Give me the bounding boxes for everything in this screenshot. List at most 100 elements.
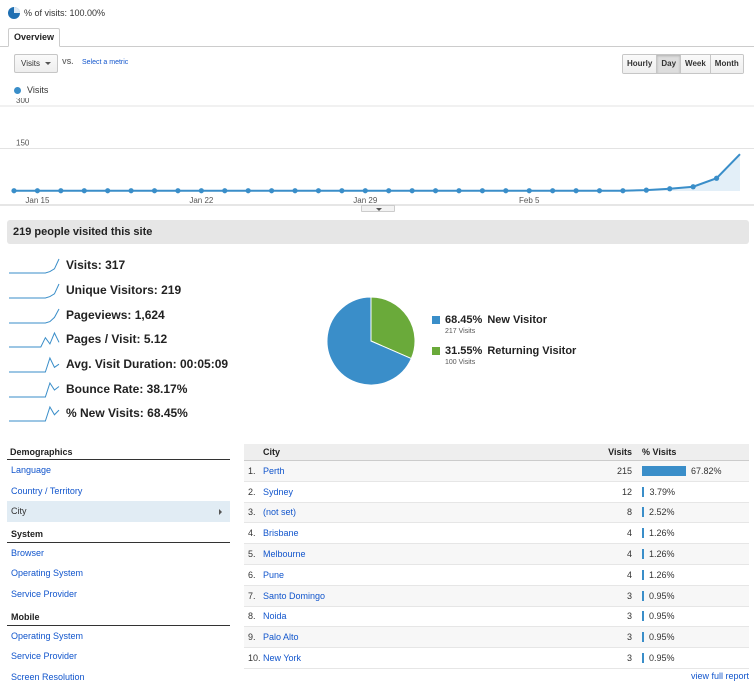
metric-label: % New Visits: 68.45% xyxy=(66,406,188,421)
metric-row-avg-visit-duration[interactable]: Avg. Visit Duration: 00:05:09 xyxy=(8,352,308,377)
period-selector: Hourly Day Week Month xyxy=(622,54,744,74)
period-week-button[interactable]: Week xyxy=(680,55,710,73)
table-row: 1. Perth 215 67.82% xyxy=(244,461,749,482)
period-hourly-button[interactable]: Hourly xyxy=(623,55,657,73)
data-point xyxy=(503,188,509,194)
nav-mobile-operating-system[interactable]: Operating System xyxy=(11,630,84,641)
data-point xyxy=(479,188,485,194)
nav-operating-system[interactable]: Operating System xyxy=(11,568,84,579)
data-point xyxy=(175,188,181,194)
row-pct: 0.95% xyxy=(632,590,675,601)
header-pct-visits[interactable]: % Visits xyxy=(642,447,677,457)
table-row: 6. Pune 4 1.26% xyxy=(244,565,749,586)
pct-value: 2.52% xyxy=(649,507,675,518)
row-pct: 1.26% xyxy=(632,528,675,539)
city-link[interactable]: Melbourne xyxy=(263,549,306,560)
row-rank: 1. xyxy=(248,465,256,476)
sparkline-path xyxy=(9,406,60,422)
table-row: 3. (not set) 8 2.52% xyxy=(244,502,749,524)
sparkline xyxy=(9,381,60,398)
city-link[interactable]: New York xyxy=(263,653,302,664)
legend-swatch xyxy=(432,347,440,355)
pct-bar xyxy=(642,632,644,643)
metric-dropdown-label: Visits xyxy=(21,59,40,68)
metric-row-visits[interactable]: Visits: 317 xyxy=(8,253,308,278)
pie-slice xyxy=(326,296,412,386)
city-link[interactable]: Noida xyxy=(263,611,287,622)
row-visits: 3 xyxy=(626,611,632,622)
chart-legend: Visits xyxy=(14,85,48,95)
data-point xyxy=(409,188,415,194)
period-day-button[interactable]: Day xyxy=(656,55,681,73)
row-pct: 1.26% xyxy=(632,569,675,580)
tab-overview[interactable]: Overview xyxy=(8,28,61,47)
metric-label: Bounce Rate: 38.17% xyxy=(66,381,188,396)
period-month-button[interactable]: Month xyxy=(709,55,743,73)
metric-row-pageviews[interactable]: Pageviews: 1,624 xyxy=(8,302,308,327)
header-city[interactable]: City xyxy=(263,447,281,457)
pie-label: New Visitor xyxy=(487,314,548,326)
metric-label: Pages / Visit: 5.12 xyxy=(66,332,168,347)
nav-mobile-service-provider[interactable]: Service Provider xyxy=(11,651,78,662)
city-link[interactable]: (not set) xyxy=(263,507,297,518)
table-row: 9. Palo Alto 3 0.95% xyxy=(244,627,749,649)
pct-bar xyxy=(642,528,644,539)
pie-legend-returning-visitor[interactable]: 31.55% Returning Visitor 100 Visits xyxy=(432,345,576,366)
nav-service-provider[interactable]: Service Provider xyxy=(11,589,78,600)
data-point xyxy=(690,184,696,190)
visits-chart[interactable]: 150 300 Jan 15 Jan 22 Jan 29 Feb 5 xyxy=(0,98,754,218)
sparkline xyxy=(9,356,60,373)
row-rank: 8. xyxy=(248,611,256,622)
segment-indicator[interactable]: % of visits: 100.00% xyxy=(8,6,105,20)
chart-resize-handle[interactable] xyxy=(361,205,395,212)
metric-row-pages-per-visit[interactable]: Pages / Visit: 5.12 xyxy=(8,327,308,352)
sparkline-path xyxy=(9,259,60,274)
city-link[interactable]: Sydney xyxy=(263,486,294,497)
metric-label: Visits: 317 xyxy=(66,258,126,273)
data-point xyxy=(550,188,556,194)
pie-chart-svg xyxy=(326,296,416,386)
data-point xyxy=(292,188,298,194)
pie-legend-new-visitor[interactable]: 68.45% New Visitor 217 Visits xyxy=(432,314,576,335)
pct-bar xyxy=(642,569,644,580)
x-tick-label: Jan 15 xyxy=(25,196,50,205)
city-link[interactable]: Pune xyxy=(263,569,285,580)
series-area xyxy=(14,154,740,191)
row-pct: 0.95% xyxy=(632,632,675,643)
metric-row-new-visits[interactable]: % New Visits: 68.45% xyxy=(8,401,308,426)
sparkline xyxy=(9,283,60,299)
row-rank: 2. xyxy=(248,486,256,497)
sparkline xyxy=(9,406,60,422)
vs-label: VS. xyxy=(62,59,74,66)
nav-city[interactable]: City xyxy=(7,501,230,523)
y-tick-label: 300 xyxy=(16,98,30,105)
nav-screen-resolution[interactable]: Screen Resolution xyxy=(11,671,85,682)
row-rank: 3. xyxy=(248,507,256,518)
data-point xyxy=(151,188,158,194)
table-header: City Visits % Visits xyxy=(244,444,749,461)
legend-swatch xyxy=(432,316,440,324)
nav-country-territory[interactable]: Country / Territory xyxy=(11,485,83,496)
data-point xyxy=(58,188,64,194)
header-visits[interactable]: Visits xyxy=(608,447,632,457)
row-visits: 3 xyxy=(626,590,632,601)
pct-value: 0.95% xyxy=(649,632,675,643)
metrics-list: Visits: 317 Unique Visitors: 219 Pagevie… xyxy=(8,253,308,426)
visits-chart-svg: 150 300 Jan 15 Jan 22 Jan 29 Feb 5 xyxy=(0,98,754,206)
view-full-report-link[interactable]: view full report xyxy=(690,671,749,681)
section-heading: System xyxy=(7,522,230,543)
nav-browser[interactable]: Browser xyxy=(11,547,45,558)
city-link[interactable]: Perth xyxy=(263,465,285,476)
data-point xyxy=(269,188,275,194)
city-link[interactable]: Palo Alto xyxy=(263,632,299,643)
metric-dropdown[interactable]: Visits xyxy=(14,54,58,73)
select-metric-link[interactable]: Select a metric xyxy=(82,59,129,66)
visitor-type-pie[interactable] xyxy=(326,296,416,386)
city-link[interactable]: Santo Domingo xyxy=(263,590,326,601)
metric-row-bounce-rate[interactable]: Bounce Rate: 38.17% xyxy=(8,376,308,401)
nav-language[interactable]: Language xyxy=(11,465,52,475)
metric-row-unique-visitors[interactable]: Unique Visitors: 219 xyxy=(8,278,308,303)
metric-label: Avg. Visit Duration: 00:05:09 xyxy=(66,357,229,372)
x-tick-label: Jan 29 xyxy=(353,196,378,205)
city-link[interactable]: Brisbane xyxy=(263,528,299,539)
